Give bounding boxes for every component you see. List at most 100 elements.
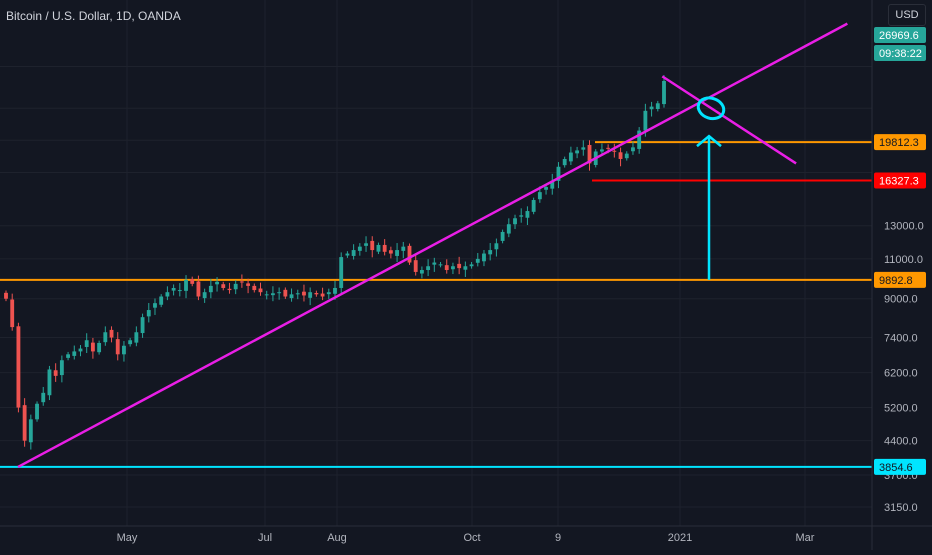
candle-body [326,292,331,295]
price-labels: 26969.6 09:38:22 19812.3 16327.3 9892.8 3854.… [874,27,926,475]
time-tick-label: 2021 [668,532,692,544]
time-axis: May Jul Aug Oct 9 2021 Mar [0,525,932,544]
candle-body [600,149,604,152]
candle-body [612,150,617,152]
candle-body [122,345,126,355]
price-label-bg-countdown [874,45,926,61]
candle-body [134,332,139,343]
candle-body [419,270,424,274]
price-label-countdown: 09:38:22 [879,48,922,60]
candle-body [246,283,251,286]
candle-body [475,258,480,263]
candle-body [395,250,399,256]
candle-body [537,192,542,200]
price-tick-label: 7400.0 [884,333,918,345]
candle-body [78,348,83,352]
price-tick-label: 11000.0 [884,254,923,266]
candle-body [22,405,27,441]
candle-body [41,392,46,403]
candle-body [451,266,455,270]
time-tick-label: Aug [327,532,347,544]
candle-body [308,292,313,298]
candle-body [59,360,64,376]
candle-body [637,130,642,149]
candle-body [103,332,108,343]
candle-body [314,292,319,295]
price-label-last_price: 26969.6 [879,30,919,42]
candle-body [140,317,145,334]
candle-body [575,150,580,154]
candle-body [444,265,449,271]
candle-body [165,292,170,297]
candle-body [109,329,114,338]
time-tick-label: May [117,532,138,544]
candle-body [556,166,561,181]
candle-body [407,245,412,263]
time-tick-label: Mar [796,532,815,544]
symbol-title: Bitcoin / U.S. Dollar, 1D, OANDA [6,9,181,23]
candle-body [146,310,151,317]
candle-body [233,283,238,290]
price-label-orange: 9892.8 [879,275,913,287]
horizontal-levels [0,141,872,468]
candle-body [649,106,654,110]
time-tick-label: Oct [463,532,480,544]
candle-body [482,253,486,262]
candle-body [202,292,207,299]
price-tick-label: 3150.0 [884,502,918,514]
candle-body [618,152,623,159]
candle-body [339,257,344,288]
candle-body [277,292,282,294]
candle-body [264,294,269,296]
candle-body [153,303,157,308]
candle-body [345,253,350,256]
candle-body [208,285,213,293]
price-tick-label: 9000.0 [884,294,918,306]
currency-button[interactable]: USD [888,4,926,26]
candle-body [631,147,635,152]
arrow-up-head [696,134,722,148]
price-label-cyan: 3854.6 [879,462,913,474]
candle-body [525,211,530,218]
candle-body [190,278,195,284]
candle-body [568,152,573,162]
time-tick-label: Jul [258,532,272,544]
candle-body [215,281,219,285]
candle-body [550,180,555,189]
candle-body [28,419,33,443]
candle-body [426,266,431,271]
candle-body [463,266,468,270]
candle-body [239,281,244,283]
price-label-red: 16327.3 [879,176,919,188]
price-label-bg-orange [874,271,926,288]
candle-body [382,244,387,252]
candle-body [581,147,586,150]
candle-body [376,244,381,252]
candle-body [587,144,592,164]
candle-body [35,403,39,420]
candle-body [97,342,102,353]
candle-body [643,110,648,131]
candle-body [84,340,89,347]
candle-body [53,370,58,376]
candle-body [500,231,505,241]
candle-body [364,243,368,246]
candlestick-series [4,75,666,450]
price-tick-label: 6200.0 [884,368,918,380]
candle-body [506,224,511,234]
price-tick-label: 4400.0 [884,436,918,448]
price-label-bg-orange [874,134,926,151]
price-tick-label: 5200.0 [884,403,918,415]
candle-body [370,240,375,251]
candle-body [16,326,21,408]
candle-body [562,158,567,166]
candle-body [655,103,660,109]
candle-body [388,250,393,254]
candle-body [531,200,536,212]
candle-body [66,354,70,358]
drawing-annotations [17,22,848,469]
price-tick-label: 13000.0 [884,221,924,233]
